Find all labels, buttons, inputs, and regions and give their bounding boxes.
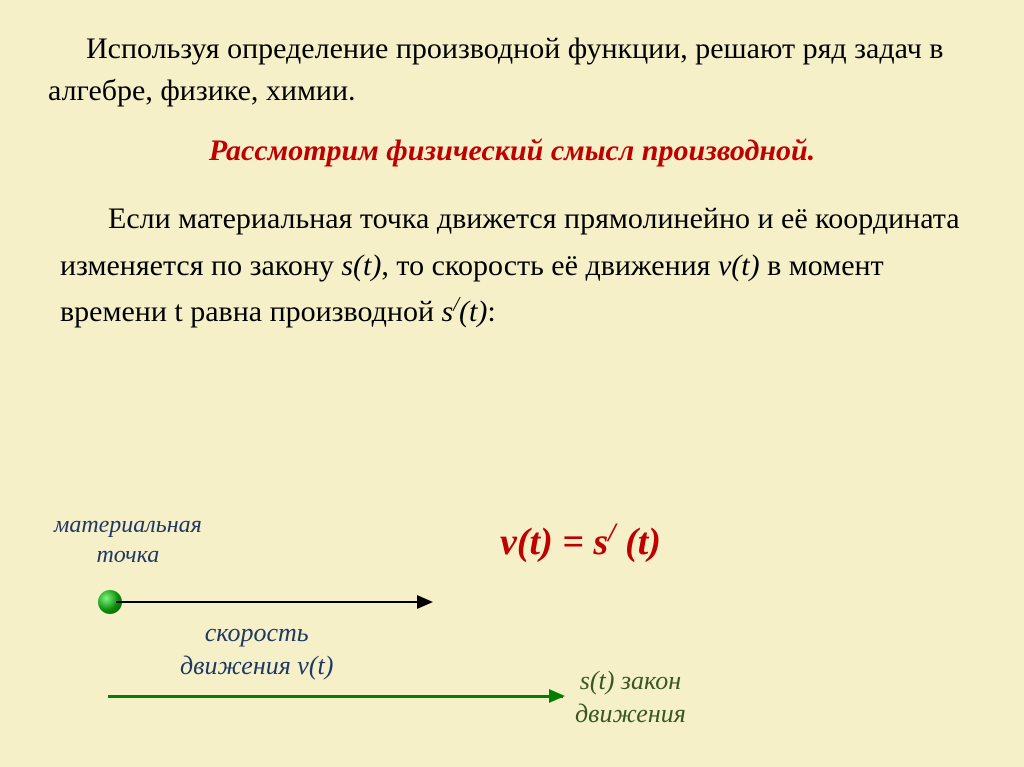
label-material-point: материальнаяточка [54, 510, 202, 570]
math-sprime: s/(t) [442, 295, 488, 328]
body-part2: , то скорость её движения [381, 249, 718, 282]
velocity-arrow [116, 601, 431, 603]
body-paragraph: Если материальная точка движется прямоли… [48, 196, 976, 336]
diagram: материальнаяточка скоростьдвижения v(t) … [0, 495, 1024, 755]
math-s-of-t: s(t) [341, 249, 381, 282]
label-velocity: скоростьдвижения v(t) [180, 617, 333, 682]
body-colon: : [487, 295, 495, 328]
intro-text: Используя определение производной функци… [48, 28, 976, 112]
math-v-of-t: v(t) [718, 249, 760, 282]
law-arrow [108, 695, 563, 698]
label-s-of-t-law: s(t) закондвижения [575, 665, 686, 730]
subheading: Рассмотрим физический смысл производной. [48, 134, 976, 168]
